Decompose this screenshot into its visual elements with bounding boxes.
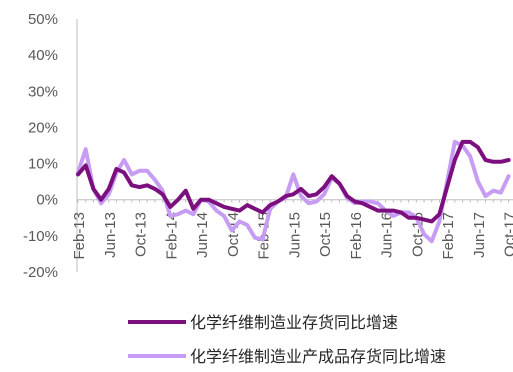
- y-tick-label: 0%: [36, 192, 58, 209]
- y-tick-label: -10%: [23, 228, 58, 245]
- y-tick-label: 50%: [28, 11, 58, 28]
- y-tick-label: 30%: [28, 83, 58, 100]
- x-axis-ticks: Feb-13 Jun-13 Oct-13 Feb-14 Jun-14 Oct-14 Feb-…: [71, 199, 513, 260]
- x-tick-label: Jun-15: [286, 212, 303, 258]
- y-tick-label: -20%: [23, 264, 58, 281]
- x-tick-label: Feb-13: [71, 212, 88, 260]
- x-tick-label: Oct-15: [317, 212, 334, 257]
- series-line-1: [76, 139, 511, 224]
- x-tick-label: Jun-14: [194, 212, 211, 258]
- x-tick-label: Feb-14: [163, 212, 180, 260]
- legend-label-2: 化学纤维制造业产成品存货同比增速: [190, 347, 446, 366]
- x-tick-label: Jun-17: [471, 212, 488, 258]
- x-tick-label: Jun-13: [102, 212, 119, 258]
- x-tick-label: Feb-16: [348, 212, 365, 260]
- x-tick-label: Oct-13: [133, 212, 150, 257]
- y-tick-label: 40%: [28, 47, 58, 64]
- y-tick-label: 20%: [28, 119, 58, 136]
- series-group: [76, 139, 511, 244]
- legend-label-1: 化学纤维制造业存货同比增速: [190, 313, 398, 332]
- x-tick-label: Jun-16: [379, 212, 396, 258]
- x-tick-label: Oct-16: [409, 212, 426, 257]
- series-line-2: [76, 139, 511, 244]
- x-tick-label: Feb-17: [440, 212, 457, 260]
- x-tick-label: Oct-17: [502, 212, 513, 257]
- y-axis-ticks: -20% -10% 0% 10% 20% 30% 40% 50%: [23, 11, 58, 281]
- y-tick-label: 10%: [28, 156, 58, 173]
